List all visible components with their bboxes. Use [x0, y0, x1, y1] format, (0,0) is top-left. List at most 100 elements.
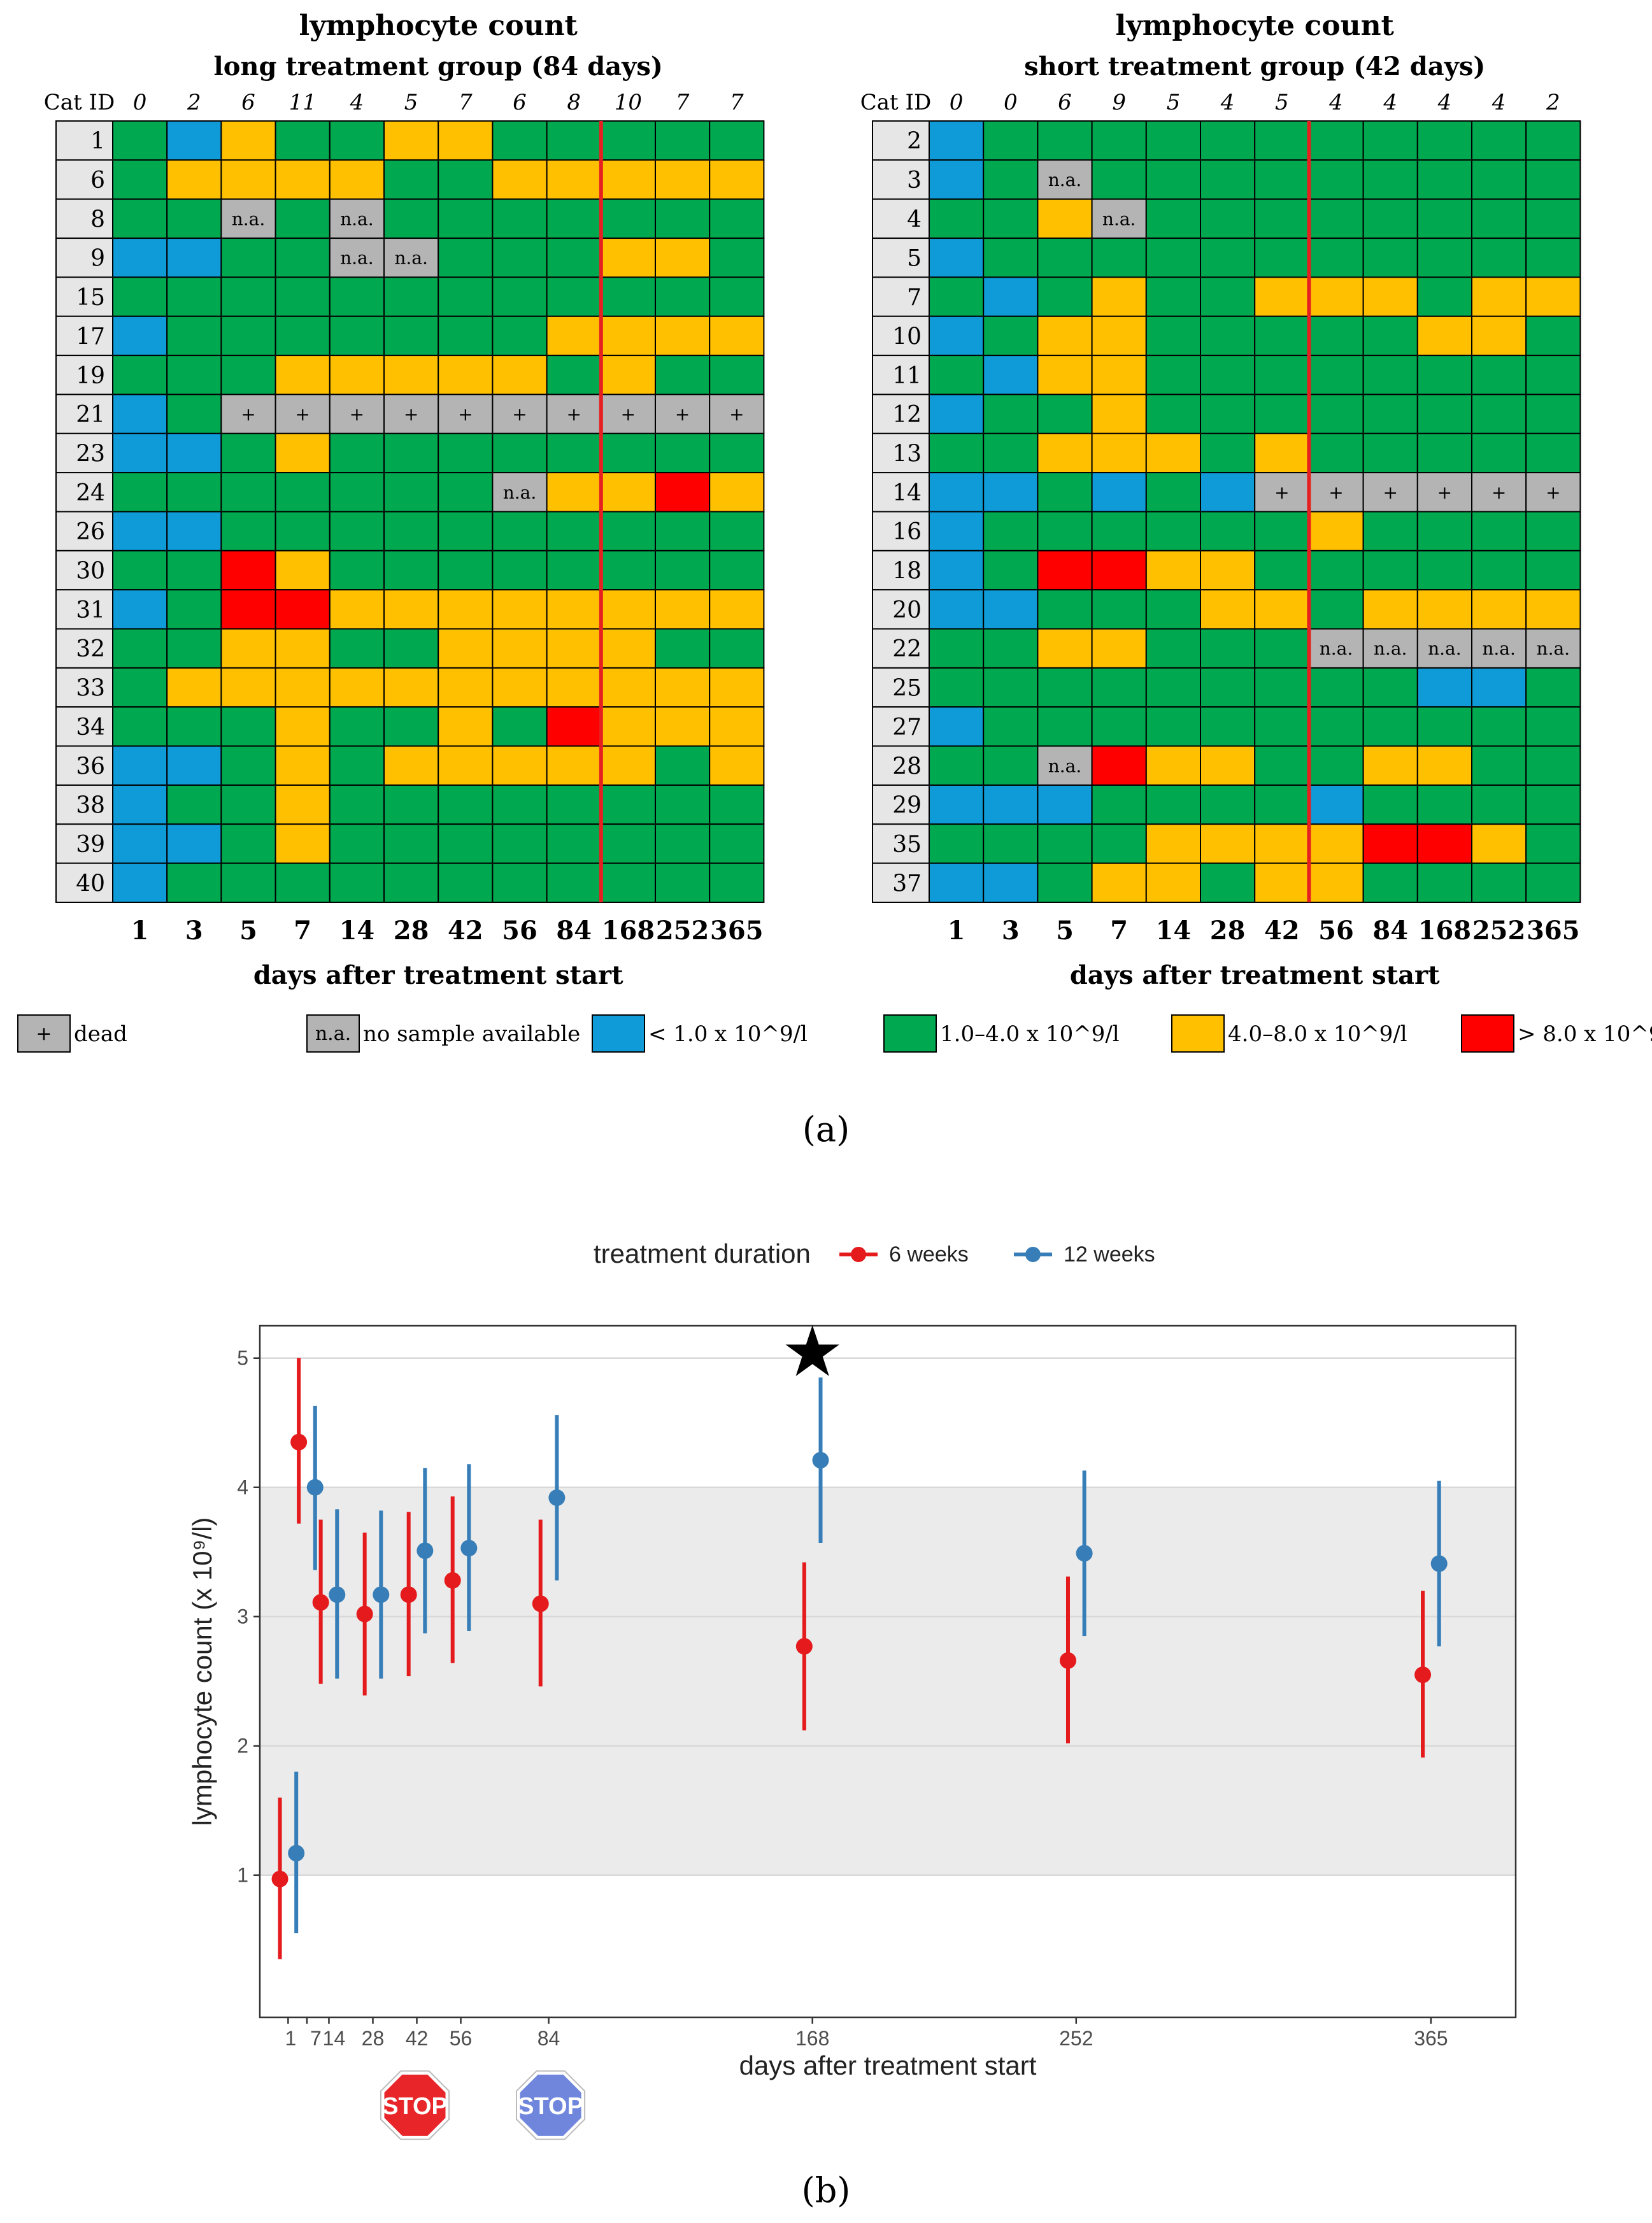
heatmap-cell — [329, 628, 385, 669]
heatmap-cell — [709, 667, 765, 708]
heatmap-cell — [112, 589, 168, 630]
heatmap-cell — [274, 276, 331, 317]
data-point — [290, 1433, 308, 1451]
heatmap-cell — [655, 550, 711, 591]
heatmap-cell — [929, 394, 985, 434]
day-tick-label: 28 — [1210, 916, 1246, 946]
sample-count-label: 9 — [1112, 90, 1126, 115]
heatmap-cell — [329, 432, 385, 474]
heatmap-cell — [329, 276, 385, 317]
heatmap-cell — [1308, 198, 1364, 239]
sample-count-label: 4 — [1492, 90, 1506, 115]
heatmap-cell — [220, 667, 276, 708]
heatmap-cell — [655, 238, 711, 278]
cat-id-cell — [872, 862, 930, 904]
heatmap-cell — [983, 823, 1039, 864]
sample-count-label: 4 — [1328, 90, 1343, 115]
heatmap-cell — [1145, 667, 1202, 708]
heatmap-cell-label: n.a. — [1048, 755, 1082, 776]
heatmap-cell — [709, 394, 765, 434]
heatmap-cell — [1471, 550, 1527, 591]
heatmap-cell — [929, 238, 985, 278]
heatmap-cell — [1145, 355, 1202, 395]
heatmap-cell — [1254, 355, 1310, 395]
cat-id-label: 13 — [892, 441, 922, 467]
heatmap-cell — [220, 472, 276, 513]
data-point — [444, 1572, 461, 1589]
data-point — [400, 1586, 417, 1603]
x-tick-label: 14 — [323, 2027, 346, 2050]
legend-swatch — [883, 1014, 937, 1053]
data-point — [812, 1452, 829, 1469]
cat-id-cell — [55, 432, 113, 474]
heatmap-cell-label: n.a. — [1374, 638, 1407, 659]
heatmap-cell — [383, 238, 439, 278]
legend-label: < 1.0 x 10^9/l — [648, 1021, 808, 1047]
heatmap-cell — [112, 706, 168, 747]
heatmap-cell — [1200, 667, 1256, 708]
heatmap-cell — [166, 745, 222, 786]
heatmap-cell — [983, 315, 1039, 357]
heatmap-cell — [546, 823, 602, 864]
heatmap-cell — [546, 628, 602, 669]
heatmap-cell — [383, 745, 439, 786]
heatmap-x-axis-title: days after treatment start — [253, 960, 623, 990]
heatmap-cell — [166, 550, 222, 591]
day-tick-label: 5 — [239, 916, 257, 946]
heatmap-cell — [709, 432, 765, 474]
heatmap-cell — [1471, 276, 1527, 317]
sample-count-label: 5 — [1275, 90, 1289, 115]
heatmap-cell — [1362, 784, 1418, 825]
cat-id-cell — [872, 238, 930, 278]
heatmap-cell — [983, 511, 1039, 551]
heatmap-cell — [220, 394, 276, 434]
plot-frame — [259, 1325, 1517, 2019]
heatmap-cell — [546, 862, 602, 904]
heatmap-cell — [1145, 706, 1202, 747]
legend-label: > 8.0 x 10^9/l — [1518, 1021, 1652, 1047]
heatmap-cell — [383, 511, 439, 551]
legend-swatch — [1171, 1014, 1225, 1053]
heatmap-cell — [983, 550, 1039, 591]
heatmap-cell — [438, 276, 494, 317]
heatmap-cell — [1145, 550, 1202, 591]
cat-id-label: 20 — [892, 597, 922, 623]
heatmap-cell — [1254, 511, 1310, 551]
heatmap-cell — [655, 862, 711, 904]
heatmap-cell — [1200, 745, 1256, 786]
heatmap-cell — [655, 823, 711, 864]
heatmap-cell — [1308, 784, 1364, 825]
heatmap-cell — [983, 198, 1039, 239]
sample-count-label: 5 — [404, 90, 418, 115]
heatmap-cell — [274, 315, 331, 357]
heatmap-cell — [1037, 784, 1093, 825]
heatmap-cell-label: n.a. — [1482, 638, 1516, 659]
heatmap-cell — [1091, 472, 1147, 513]
heatmap-cell — [1308, 862, 1364, 904]
day-tick-label: 42 — [448, 916, 483, 946]
heatmap-cell — [1362, 589, 1418, 630]
heatmap-cell — [1200, 511, 1256, 551]
heatmap-cell — [655, 706, 711, 747]
heatmap-cell — [329, 706, 385, 747]
heatmap-cell — [1037, 667, 1093, 708]
heatmap-cell — [600, 315, 656, 357]
heatmap-cell — [438, 706, 494, 747]
heatmap-cell — [438, 628, 494, 669]
heatmap-cell — [1525, 862, 1581, 904]
cat-id-label: 18 — [892, 558, 922, 585]
heatmap-cell — [1471, 198, 1527, 239]
heatmap-cell — [709, 159, 765, 200]
heatmap-cell — [1416, 159, 1473, 200]
heatmap-cell — [983, 589, 1039, 630]
heatmap-cell — [1308, 550, 1364, 591]
heatmap-cell — [1471, 238, 1527, 278]
heatmap-cell — [1416, 315, 1473, 357]
heatmap-cell — [492, 198, 548, 239]
heatmap-cell — [1200, 276, 1256, 317]
heatmap-cell — [220, 784, 276, 825]
heatmap-cell — [929, 706, 985, 747]
heatmap-cell — [1416, 550, 1473, 591]
heatmap-cell — [929, 667, 985, 708]
heatmap-cell — [1416, 120, 1473, 161]
